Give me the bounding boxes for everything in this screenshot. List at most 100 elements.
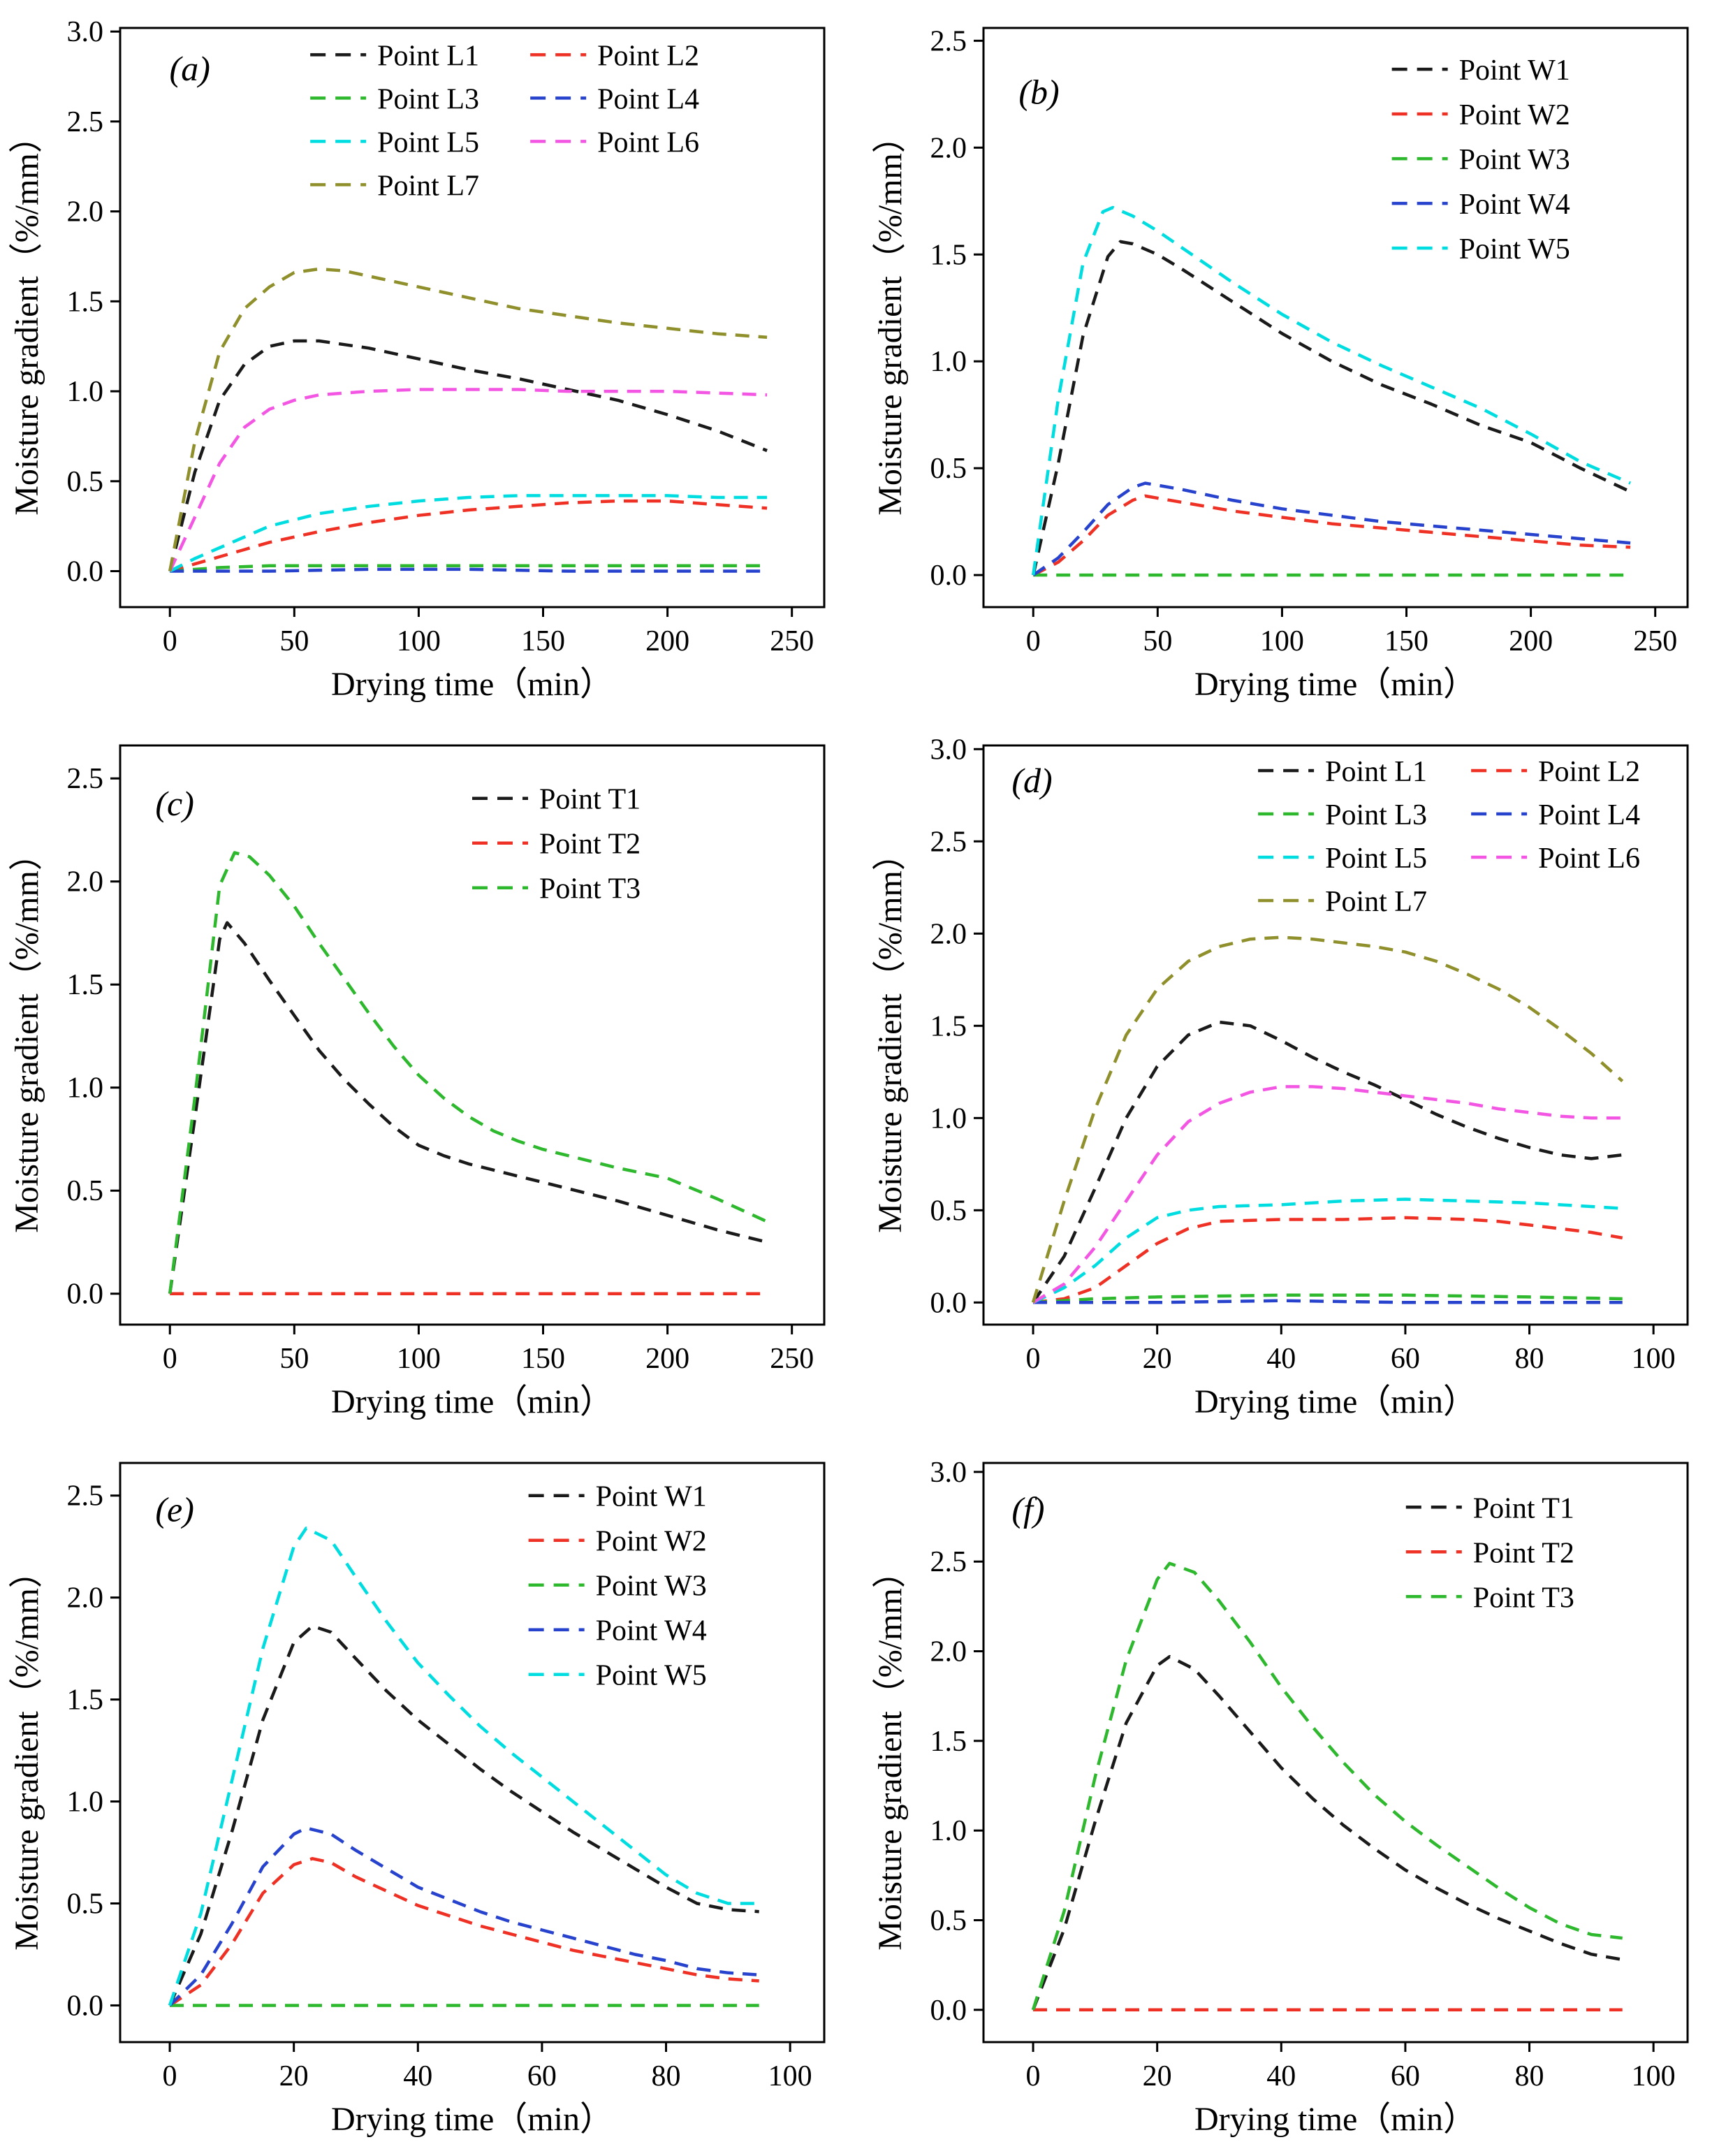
panel-c: 0 50 100 150 200 250 0.0 0.5 1.0 1.5 2.0 2.5 Drying … [0, 718, 863, 1435]
series-point-t3 [168, 851, 768, 1294]
x-tick-label: 50 [1143, 625, 1172, 657]
legend-label: Point L1 [377, 40, 479, 72]
legend-item-point-w2: Point W2 [528, 1526, 707, 1558]
y-axis-title: Moisture gradient（%/mm） [8, 119, 45, 516]
y-tick-label: 1.0 [67, 1072, 104, 1105]
panel-label: (d) [1011, 761, 1052, 800]
x-tick-label: 250 [770, 625, 814, 657]
legend-item-point-w1: Point W1 [528, 1481, 707, 1513]
y-tick-label: 1.0 [930, 346, 967, 378]
legend-item-point-l5: Point L5 [310, 126, 479, 159]
x-axis-title: Drying time（min） [1194, 666, 1477, 703]
legend-item-point-l7: Point L7 [310, 170, 479, 202]
y-tick-label: 0.0 [930, 1995, 967, 2027]
series-point-l4 [1033, 1299, 1623, 1304]
legend-label: Point L5 [377, 126, 479, 159]
x-tick-label: 150 [521, 625, 565, 657]
x-tick-label: 100 [1632, 1343, 1676, 1375]
legend-item-point-t3: Point T3 [1405, 1582, 1574, 1614]
y-tick-label: 1.0 [67, 1786, 104, 1819]
x-tick-label: 60 [1391, 2060, 1420, 2092]
series-point-l3 [170, 564, 768, 573]
legend-label: Point L3 [1325, 799, 1427, 831]
x-tick-label: 0 [163, 2060, 177, 2092]
legend-item-point-w3: Point W3 [1391, 144, 1570, 176]
y-tick-label: 1.5 [930, 1726, 967, 1758]
legend-label: Point W5 [1459, 233, 1570, 265]
series-point-l2 [169, 499, 768, 573]
legend-label: Point T1 [1473, 1492, 1574, 1524]
y-tick-label: 1.5 [67, 286, 104, 318]
y-tick-label: 2.0 [930, 132, 967, 164]
x-tick-label: 40 [403, 2060, 432, 2092]
legend-label: Point T1 [539, 784, 641, 816]
y-tick-label: 0.5 [67, 1175, 104, 1207]
y-tick-label: 2.0 [930, 918, 967, 950]
x-tick-label: 40 [1266, 1343, 1296, 1375]
legend-item-point-w5: Point W5 [1391, 233, 1570, 265]
x-axis-title: Drying time（min） [331, 666, 613, 703]
series-point-w4 [168, 1826, 759, 2007]
x-tick-label: 0 [163, 1343, 177, 1375]
x-tick-label: 0 [1026, 1343, 1041, 1375]
chart-b-svg: 0 50 100 150 200 250 0.0 0.5 1.0 1.5 2.0 2.5 Drying … [872, 25, 1689, 703]
y-tick-label: 1.0 [930, 1102, 967, 1135]
x-tick-label: 50 [279, 625, 309, 657]
legend-item-point-l5: Point L5 [1258, 843, 1427, 875]
legend-label: Point T2 [539, 829, 641, 861]
y-tick-label: 0.0 [930, 1287, 967, 1319]
panel-label: (a) [170, 49, 210, 88]
series-point-l7 [168, 267, 768, 571]
legend-label: Point W1 [596, 1481, 707, 1513]
x-axis-title: Drying time（min） [331, 1383, 613, 1420]
legend-item-point-t2: Point T2 [1405, 1537, 1574, 1569]
x-axis-title: Drying time（min） [1194, 1383, 1477, 1420]
x-tick-label: 20 [279, 2060, 309, 2092]
legend-label: Point L2 [597, 40, 699, 72]
y-tick-label: 1.5 [67, 1684, 104, 1717]
chart-f-svg: 0 20 40 60 80 100 0.0 0.5 1.0 1.5 2.0 2.5 3.0 Drying … [872, 1457, 1689, 2138]
x-tick-label: 100 [397, 1343, 441, 1375]
legend-label: Point T3 [539, 873, 641, 905]
legend-item-point-l3: Point L3 [1258, 799, 1427, 831]
legend-label: Point W2 [1459, 99, 1570, 131]
x-tick-label: 250 [770, 1343, 814, 1375]
panel-b: 0 50 100 150 200 250 0.0 0.5 1.0 1.5 2.0 2.5 Drying … [863, 0, 1726, 718]
x-axis-title: Drying time（min） [1194, 2101, 1477, 2138]
panel-label: (b) [1018, 72, 1059, 111]
y-tick-label: 0.5 [930, 1904, 967, 1937]
chart-c-svg: 0 50 100 150 200 250 0.0 0.5 1.0 1.5 2.0 2.5 Drying … [8, 744, 826, 1420]
series-point-l1 [168, 339, 768, 572]
x-tick-label: 20 [1143, 1343, 1172, 1375]
series-point-w2 [168, 1857, 759, 2007]
legend-item-point-l7: Point L7 [1258, 886, 1427, 918]
x-tick-label: 100 [1632, 2060, 1676, 2092]
legend-item-point-l1: Point L1 [1258, 756, 1427, 788]
y-tick-label: 2.5 [67, 763, 104, 795]
legend-label: Point L6 [1538, 843, 1640, 875]
y-axis-title: Moisture gradient（%/mm） [872, 119, 909, 516]
y-tick-label: 2.0 [930, 1636, 967, 1668]
chart-a-svg: 0 50 100 150 200 250 0.0 0.5 1.0 1.5 2.0 2.5 3.0 Dryi… [8, 16, 826, 703]
legend-label: Point W4 [1459, 189, 1570, 221]
series-point-w1 [1032, 240, 1632, 576]
y-tick-label: 3.0 [930, 734, 967, 766]
legend-label: Point W5 [596, 1660, 707, 1692]
legend-item-point-w1: Point W1 [1391, 54, 1570, 87]
series-point-l3 [1032, 1293, 1623, 1304]
x-tick-label: 100 [1260, 625, 1304, 657]
series-point-l1 [1032, 1020, 1623, 1304]
panel-f: 0 20 40 60 80 100 0.0 0.5 1.0 1.5 2.0 2.5 3.0 Drying … [863, 1435, 1726, 2153]
series-point-l6 [1032, 1085, 1623, 1304]
y-tick-label: 0.0 [67, 1279, 104, 1311]
y-tick-label: 2.5 [67, 1480, 104, 1513]
legend-label: Point T3 [1473, 1582, 1574, 1614]
y-axis-title: Moisture gradient（%/mm） [872, 837, 909, 1233]
x-tick-label: 60 [527, 2060, 557, 2092]
y-tick-label: 2.0 [67, 1582, 104, 1615]
chart-d-svg: 0 20 40 60 80 100 0.0 0.5 1.0 1.5 2.0 2.5 3.0 Drying … [872, 734, 1689, 1420]
y-axis-title: Moisture gradient（%/mm） [8, 837, 45, 1233]
y-tick-label: 1.5 [930, 239, 967, 271]
x-tick-label: 200 [1509, 625, 1553, 657]
